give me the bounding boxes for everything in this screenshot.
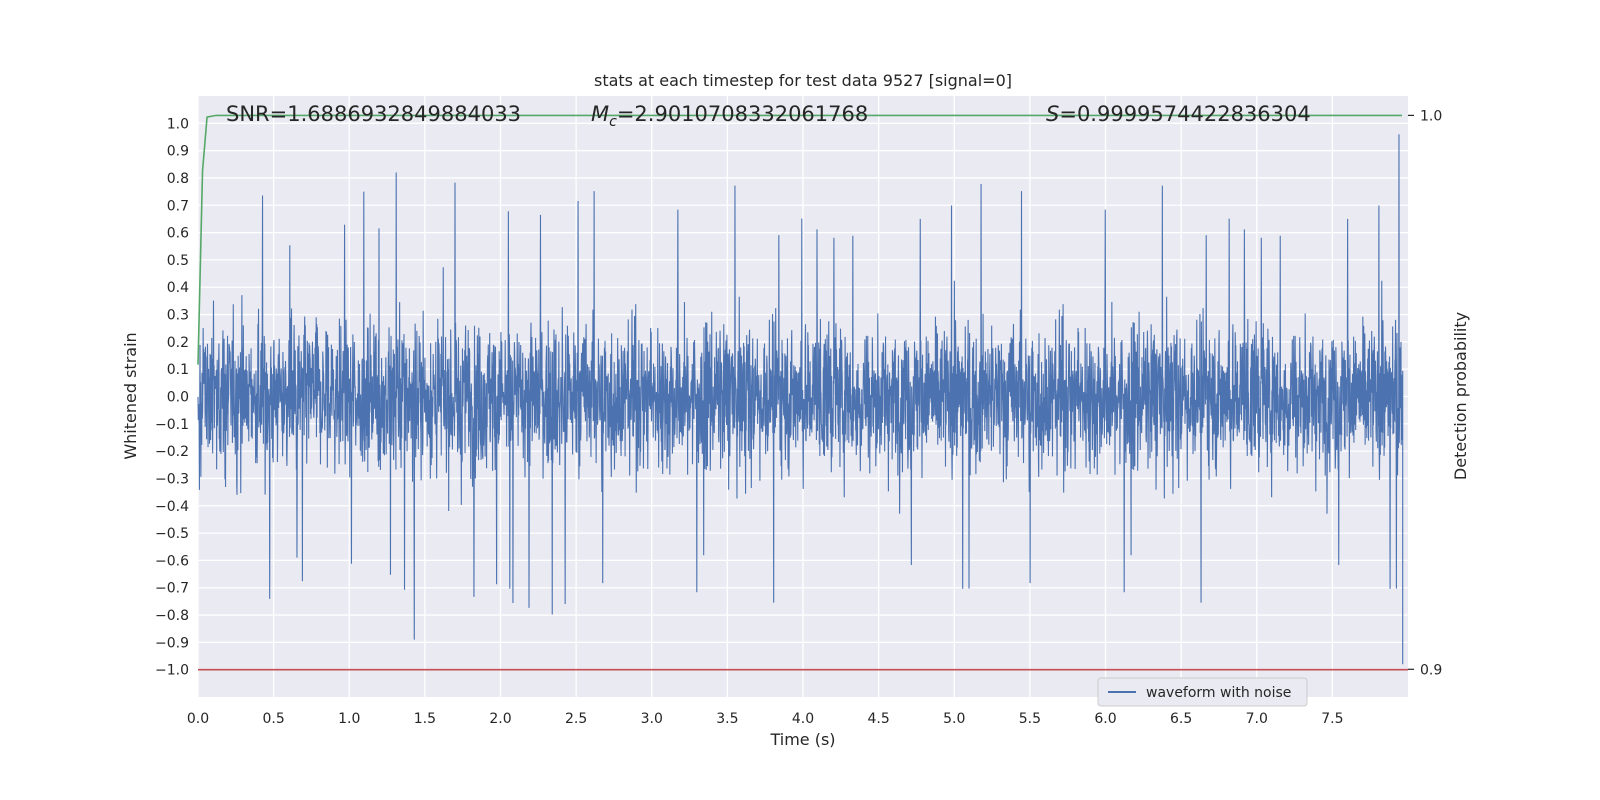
- x-tick-label: 7.5: [1321, 711, 1343, 727]
- x-tick-label: 0.0: [187, 711, 209, 727]
- x-tick-label: 4.5: [867, 711, 889, 727]
- s-symbol: S: [1046, 102, 1059, 126]
- y-tick-label: −0.2: [155, 444, 189, 460]
- y-tick-label: 0.4: [167, 280, 189, 296]
- series-line-detection-probability: [197, 114, 1402, 365]
- y-tick-label: 0.7: [167, 198, 189, 214]
- x-axis-label: Time (s): [769, 730, 835, 749]
- x-tick-label: 3.5: [716, 711, 738, 727]
- x-tick-label: 2.0: [489, 711, 511, 727]
- y-tick-label: 0.6: [167, 226, 189, 242]
- y-tick-label: −0.9: [155, 635, 189, 651]
- y-tick-label: −0.4: [155, 499, 189, 515]
- mc-symbol: M: [591, 102, 609, 126]
- y-tick-label: 0.9: [167, 144, 189, 160]
- x-tick-label: 2.5: [565, 711, 587, 727]
- y2-axis-label: Detection probability: [1451, 312, 1470, 480]
- y-tick-label: 0.5: [167, 253, 189, 269]
- legend: waveform with noise: [1097, 677, 1308, 707]
- y-tick-label: −0.3: [155, 471, 189, 487]
- x-tick-label: 6.5: [1170, 711, 1192, 727]
- y-tick-label: 0.2: [167, 335, 189, 351]
- y-tick-label: −0.5: [155, 526, 189, 542]
- x-tick-label: 5.5: [1019, 711, 1041, 727]
- x-tick-label: 1.0: [338, 711, 360, 727]
- legend-label-waveform: waveform with noise: [1146, 685, 1291, 701]
- x-tick-label: 1.5: [414, 711, 436, 727]
- x-tick-label: 6.0: [1094, 711, 1116, 727]
- y-tick-label: −0.7: [155, 581, 189, 597]
- y-tick-label: −0.8: [155, 608, 189, 624]
- y-tick-label: 0.8: [167, 171, 189, 187]
- series-layer: [197, 114, 1408, 671]
- mc-annotation: Mc=2.9010708332061768: [591, 102, 868, 130]
- y-tick-label: −0.6: [155, 553, 189, 569]
- x-tick-label: 7.0: [1246, 711, 1268, 727]
- y-tick-label: 0.0: [167, 390, 189, 406]
- chart-title: stats at each timestep for test data 952…: [594, 71, 1012, 90]
- y2-tick-label: 0.9: [1420, 662, 1442, 678]
- series-line-waveform: [197, 134, 1404, 665]
- x-tick-label: 4.0: [792, 711, 814, 727]
- x-tick-label: 5.0: [943, 711, 965, 727]
- mc-subscript: c: [609, 114, 617, 130]
- legend-box: [1097, 677, 1308, 707]
- y-tick-label: −1.0: [155, 663, 189, 679]
- ticks-layer: 0.0 0.5 1.0 1.5 2.0 2.5 3.0 3.5 4.0 4.5 5.0 5.5 6.0 6…: [155, 108, 1442, 727]
- x-tick-label: 3.0: [641, 711, 663, 727]
- y-axis-label: Whitened strain: [121, 332, 140, 459]
- mc-value: =2.9010708332061768: [617, 102, 868, 126]
- snr-annotation: SNR=1.6886932849884033: [226, 102, 521, 126]
- s-value: =0.9999574422836304: [1059, 102, 1310, 126]
- y2-tick-label: 1.0: [1420, 108, 1442, 124]
- y-tick-label: 1.0: [167, 116, 189, 132]
- s-annotation: S=0.9999574422836304: [1046, 102, 1311, 126]
- y-tick-label: 0.1: [167, 362, 189, 378]
- x-tick-label: 0.5: [262, 711, 284, 727]
- y-tick-label: −0.1: [155, 417, 189, 433]
- y-tick-label: 0.3: [167, 308, 189, 324]
